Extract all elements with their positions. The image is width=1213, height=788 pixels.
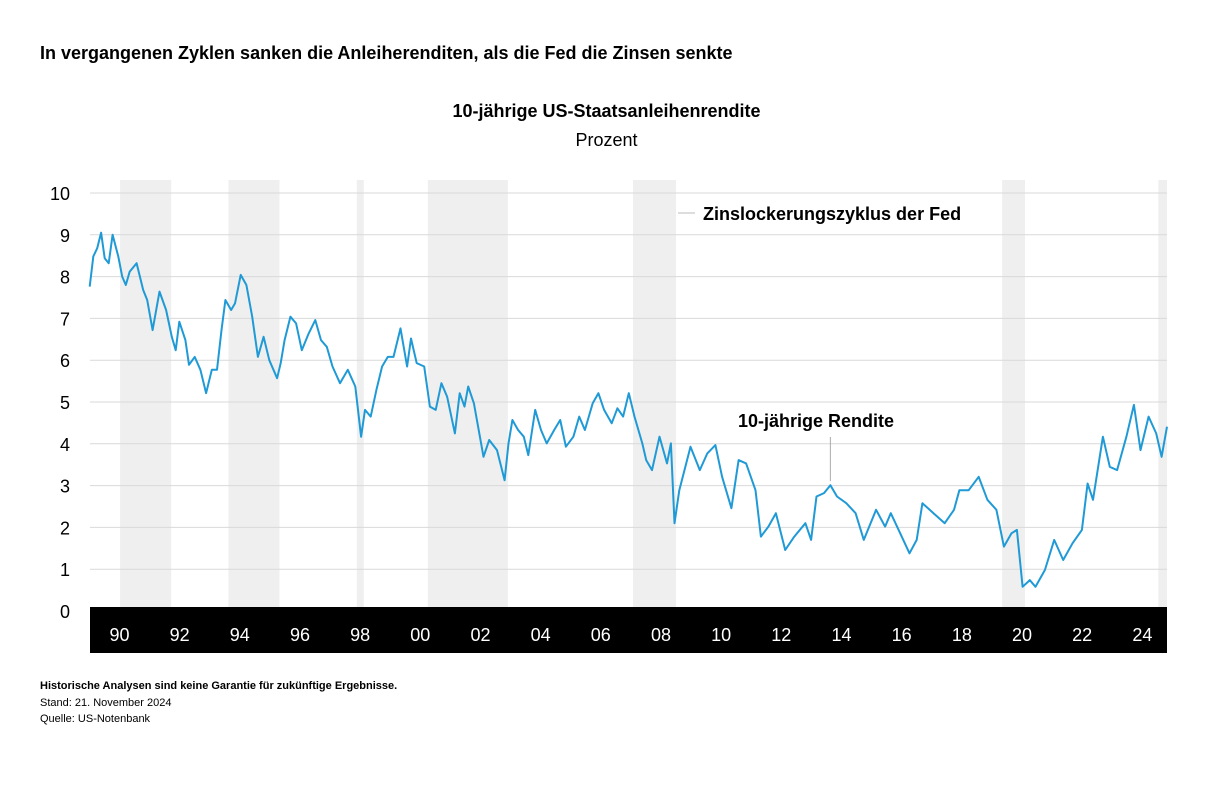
x-tick-label: 10 — [711, 625, 731, 645]
x-tick-label: 00 — [410, 625, 430, 645]
x-axis-bar — [90, 607, 1167, 653]
x-tick-label: 14 — [831, 625, 851, 645]
y-tick-label: 4 — [60, 435, 70, 455]
x-tick-label: 12 — [771, 625, 791, 645]
easing-cycle-band — [228, 180, 280, 607]
y-tick-label: 2 — [60, 518, 70, 538]
x-tick-label: 94 — [230, 625, 250, 645]
y-tick-label: 7 — [60, 309, 70, 329]
page-title: In vergangenen Zyklen sanken die Anleihe… — [40, 43, 733, 63]
x-tick-label: 96 — [290, 625, 310, 645]
x-tick-label: 04 — [531, 625, 551, 645]
chart-subtitle: Prozent — [575, 130, 638, 150]
footer-source: Quelle: US-Notenbank — [40, 713, 151, 725]
x-tick-label: 20 — [1012, 625, 1032, 645]
x-tick-label: 98 — [350, 625, 370, 645]
easing-cycle-band — [1158, 180, 1167, 607]
x-tick-label: 16 — [892, 625, 912, 645]
y-tick-label: 8 — [60, 268, 70, 288]
x-tick-label: 24 — [1132, 625, 1152, 645]
easing-cycle-band — [1002, 180, 1026, 607]
x-tick-label: 22 — [1072, 625, 1092, 645]
x-tick-label: 92 — [170, 625, 190, 645]
y-tick-label: 3 — [60, 477, 70, 497]
easing-cycle-band — [120, 180, 172, 607]
band-legend-label: Zinslockerungszyklus der Fed — [703, 204, 961, 224]
yield-line — [88, 231, 1168, 588]
y-tick-label: 10 — [50, 184, 70, 204]
y-tick-label: 6 — [60, 351, 70, 371]
footer-disclaimer: Historische Analysen sind keine Garantie… — [40, 680, 398, 692]
x-tick-label: 90 — [109, 625, 129, 645]
easing-cycle-band — [356, 180, 364, 607]
y-tick-label: 9 — [60, 226, 70, 246]
chart-title: 10-jährige US-Staatsanleihenrendite — [452, 101, 761, 121]
y-tick-label: 5 — [60, 393, 70, 413]
x-tick-label: 08 — [651, 625, 671, 645]
x-tick-label: 18 — [952, 625, 972, 645]
y-tick-label: 0 — [60, 602, 70, 622]
x-tick-label: 02 — [470, 625, 490, 645]
footer-date: Stand: 21. November 2024 — [40, 697, 172, 709]
series-label: 10-jährige Rendite — [738, 411, 894, 431]
easing-cycle-band — [633, 180, 677, 607]
x-tick-label: 06 — [591, 625, 611, 645]
y-tick-label: 1 — [60, 560, 70, 580]
